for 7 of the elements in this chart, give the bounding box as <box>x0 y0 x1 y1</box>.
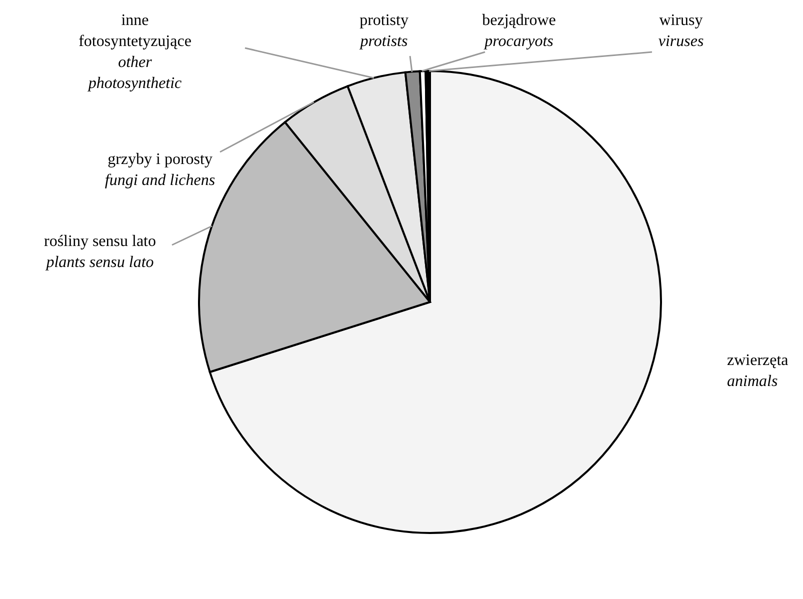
category-label: inne fotosyntetyzujące other photosynthetic <box>78 12 192 92</box>
category-label: zwierzęta animals <box>727 352 788 390</box>
category-label: grzyby i porosty fungi and lichens <box>104 151 216 189</box>
category-label: bezjądrowe procaryots <box>482 12 556 50</box>
category-label: wirusy viruses <box>658 12 704 50</box>
category-label: rośliny sensu lato plants sensu lato <box>44 233 156 271</box>
category-label: protisty protists <box>360 12 408 50</box>
